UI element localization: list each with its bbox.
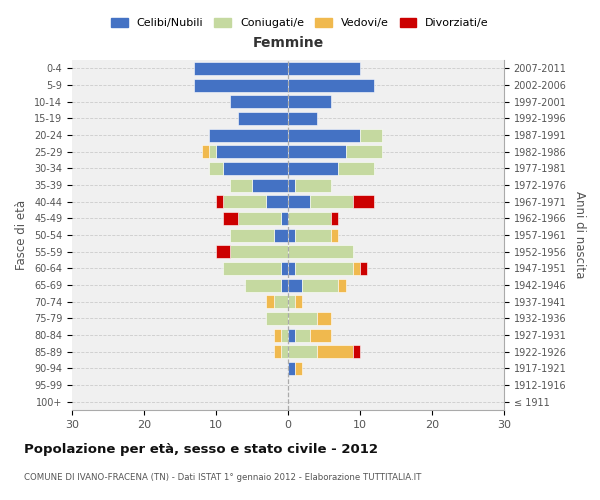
Bar — [346, 145, 382, 158]
Bar — [266, 295, 274, 308]
Bar — [288, 78, 374, 92]
Bar — [295, 328, 310, 342]
Bar — [288, 278, 302, 291]
Bar — [216, 245, 230, 258]
Legend: Celibi/Nubili, Coniugati/e, Vedovi/e, Divorziati/e: Celibi/Nubili, Coniugati/e, Vedovi/e, Di… — [107, 13, 493, 32]
Bar — [331, 212, 338, 225]
Bar — [202, 145, 209, 158]
Bar — [295, 228, 331, 241]
Bar — [274, 228, 288, 241]
Bar — [338, 162, 374, 175]
Bar — [288, 112, 317, 125]
Bar — [288, 228, 295, 241]
Bar — [194, 78, 288, 92]
Bar — [288, 262, 295, 275]
Bar — [209, 145, 216, 158]
Text: Popolazione per età, sesso e stato civile - 2012: Popolazione per età, sesso e stato civil… — [24, 442, 378, 456]
Bar — [252, 178, 288, 192]
Bar — [281, 212, 288, 225]
Bar — [360, 128, 382, 141]
Bar — [230, 95, 288, 108]
Bar — [310, 328, 331, 342]
Bar — [281, 278, 288, 291]
Bar — [230, 245, 288, 258]
Text: Femmine: Femmine — [253, 36, 323, 50]
Bar — [288, 195, 310, 208]
Bar — [310, 195, 353, 208]
Bar — [238, 112, 288, 125]
Bar — [238, 212, 281, 225]
Bar — [360, 262, 367, 275]
Bar — [216, 195, 223, 208]
Bar — [288, 178, 295, 192]
Bar — [245, 278, 281, 291]
Bar — [274, 345, 281, 358]
Bar — [331, 228, 338, 241]
Y-axis label: Anni di nascita: Anni di nascita — [573, 192, 586, 278]
Bar — [274, 328, 281, 342]
Bar — [353, 262, 360, 275]
Bar — [223, 195, 266, 208]
Y-axis label: Fasce di età: Fasce di età — [16, 200, 28, 270]
Bar — [288, 295, 295, 308]
Bar — [338, 278, 346, 291]
Bar — [353, 195, 374, 208]
Bar — [281, 328, 288, 342]
Bar — [295, 295, 302, 308]
Bar — [274, 295, 288, 308]
Bar — [266, 312, 288, 325]
Bar — [288, 362, 295, 375]
Bar — [223, 212, 238, 225]
Bar — [230, 178, 252, 192]
Bar — [216, 145, 288, 158]
Bar — [223, 262, 281, 275]
Bar — [302, 278, 338, 291]
Bar — [288, 128, 360, 141]
Bar — [288, 328, 295, 342]
Bar — [230, 228, 274, 241]
Bar — [194, 62, 288, 75]
Bar — [281, 345, 288, 358]
Text: COMUNE DI IVANO-FRACENA (TN) - Dati ISTAT 1° gennaio 2012 - Elaborazione TUTTITA: COMUNE DI IVANO-FRACENA (TN) - Dati ISTA… — [24, 472, 421, 482]
Bar — [266, 195, 288, 208]
Bar — [295, 362, 302, 375]
Bar — [288, 345, 317, 358]
Bar — [209, 128, 288, 141]
Bar — [353, 345, 360, 358]
Bar — [317, 312, 331, 325]
Bar — [223, 162, 288, 175]
Bar — [288, 162, 338, 175]
Bar — [209, 162, 223, 175]
Bar — [288, 145, 346, 158]
Bar — [281, 262, 288, 275]
Bar — [288, 212, 331, 225]
Bar — [317, 345, 353, 358]
Bar — [288, 312, 317, 325]
Bar — [295, 262, 353, 275]
Bar — [288, 62, 360, 75]
Bar — [295, 178, 331, 192]
Bar — [288, 245, 353, 258]
Bar — [288, 95, 331, 108]
